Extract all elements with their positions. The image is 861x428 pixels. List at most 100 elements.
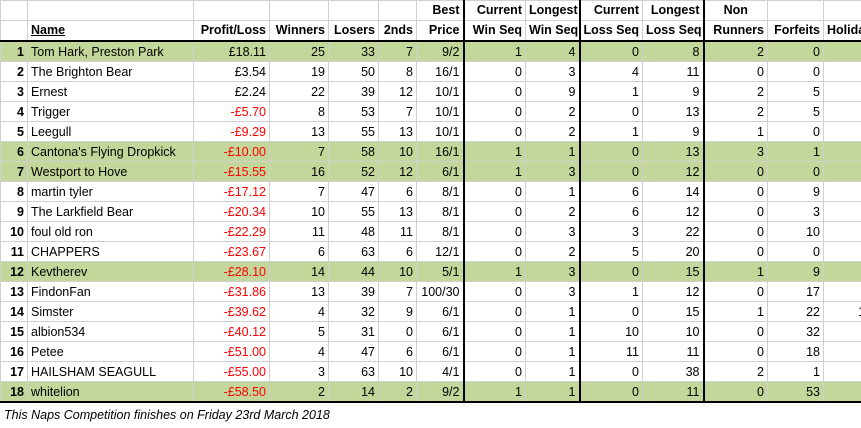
losers-cell[interactable]: 58 — [329, 142, 379, 162]
losers-cell[interactable]: 48 — [329, 222, 379, 242]
name-cell[interactable]: albion534 — [28, 322, 194, 342]
holiday-cell[interactable]: 1 — [824, 202, 861, 222]
longest-loss-seq-cell[interactable]: 22 — [643, 222, 704, 242]
longest-win-seq-cell[interactable]: 2 — [526, 102, 580, 122]
non-runners-cell[interactable]: 0 — [704, 202, 768, 222]
name-cell[interactable]: whitelion — [28, 382, 194, 403]
seconds-cell[interactable]: 13 — [379, 202, 417, 222]
current-win-seq-cell[interactable]: 0 — [464, 242, 526, 262]
name-cell[interactable]: Simster — [28, 302, 194, 322]
holiday-cell[interactable]: 0 — [824, 242, 861, 262]
winners-cell[interactable]: 13 — [270, 282, 329, 302]
seconds-cell[interactable]: 12 — [379, 162, 417, 182]
holiday-cell[interactable]: 6 — [824, 182, 861, 202]
current-loss-seq-cell[interactable]: 0 — [580, 262, 643, 282]
header-forfeits[interactable]: Forfeits — [768, 21, 824, 42]
forfeits-cell[interactable]: 5 — [768, 82, 824, 102]
forfeits-cell[interactable]: 1 — [768, 142, 824, 162]
header-holiday[interactable]: Holiday — [824, 21, 861, 42]
longest-loss-seq-cell[interactable]: 15 — [643, 262, 704, 282]
losers-cell[interactable]: 32 — [329, 302, 379, 322]
non-runners-cell[interactable]: 2 — [704, 82, 768, 102]
seconds-cell[interactable]: 7 — [379, 41, 417, 62]
best-price-cell[interactable]: 8/1 — [417, 182, 464, 202]
best-price-cell[interactable]: 4/1 — [417, 362, 464, 382]
longest-loss-seq-cell[interactable]: 10 — [643, 322, 704, 342]
profit-loss-cell[interactable]: -£23.67 — [194, 242, 270, 262]
holiday-cell[interactable]: 0 — [824, 142, 861, 162]
current-win-seq-cell[interactable]: 1 — [464, 162, 526, 182]
best-price-cell[interactable]: 8/1 — [417, 222, 464, 242]
best-price-cell[interactable]: 9/2 — [417, 41, 464, 62]
holiday-cell[interactable]: 1 — [824, 262, 861, 282]
header-price[interactable]: Price — [417, 21, 464, 42]
current-loss-seq-cell[interactable]: 1 — [580, 122, 643, 142]
longest-win-seq-cell[interactable]: 1 — [526, 322, 580, 342]
header-longest-loss-seq[interactable]: Loss Seq — [643, 21, 704, 42]
best-price-cell[interactable]: 5/1 — [417, 262, 464, 282]
non-runners-cell[interactable]: 0 — [704, 342, 768, 362]
name-cell[interactable]: Petee — [28, 342, 194, 362]
current-loss-seq-cell[interactable]: 1 — [580, 282, 643, 302]
longest-win-seq-cell[interactable]: 1 — [526, 382, 580, 403]
winners-cell[interactable]: 7 — [270, 182, 329, 202]
rank-cell[interactable]: 9 — [1, 202, 28, 222]
current-loss-seq-cell[interactable]: 0 — [580, 41, 643, 62]
forfeits-cell[interactable]: 0 — [768, 122, 824, 142]
seconds-cell[interactable]: 6 — [379, 182, 417, 202]
holiday-cell[interactable]: 10 — [824, 302, 861, 322]
rank-cell[interactable]: 6 — [1, 142, 28, 162]
rank-cell[interactable]: 10 — [1, 222, 28, 242]
forfeits-cell[interactable]: 0 — [768, 62, 824, 82]
non-runners-cell[interactable]: 0 — [704, 62, 768, 82]
longest-loss-seq-cell[interactable]: 11 — [643, 62, 704, 82]
rank-cell[interactable]: 15 — [1, 322, 28, 342]
current-loss-seq-cell[interactable]: 5 — [580, 242, 643, 262]
name-cell[interactable]: Kevtherev — [28, 262, 194, 282]
current-loss-seq-cell[interactable]: 0 — [580, 302, 643, 322]
header-loss-seq[interactable]: Loss Seq — [580, 21, 643, 42]
forfeits-cell[interactable]: 0 — [768, 162, 824, 182]
current-win-seq-cell[interactable]: 0 — [464, 362, 526, 382]
current-loss-seq-cell[interactable]: 0 — [580, 142, 643, 162]
losers-cell[interactable]: 14 — [329, 382, 379, 403]
losers-cell[interactable]: 44 — [329, 262, 379, 282]
profit-loss-cell[interactable]: £18.11 — [194, 41, 270, 62]
holiday-cell[interactable]: 0 — [824, 382, 861, 403]
rank-cell[interactable]: 18 — [1, 382, 28, 403]
best-price-cell[interactable]: 8/1 — [417, 202, 464, 222]
winners-cell[interactable]: 14 — [270, 262, 329, 282]
winners-cell[interactable]: 13 — [270, 122, 329, 142]
longest-loss-seq-cell[interactable]: 12 — [643, 202, 704, 222]
longest-win-seq-cell[interactable]: 3 — [526, 62, 580, 82]
winners-cell[interactable]: 4 — [270, 342, 329, 362]
current-loss-seq-cell[interactable]: 4 — [580, 62, 643, 82]
profit-loss-cell[interactable]: -£28.10 — [194, 262, 270, 282]
forfeits-cell[interactable]: 10 — [768, 222, 824, 242]
rank-cell[interactable]: 5 — [1, 122, 28, 142]
longest-win-seq-cell[interactable]: 1 — [526, 142, 580, 162]
forfeits-cell[interactable]: 32 — [768, 322, 824, 342]
rank-cell[interactable]: 17 — [1, 362, 28, 382]
profit-loss-cell[interactable]: -£40.12 — [194, 322, 270, 342]
best-price-cell[interactable]: 16/1 — [417, 62, 464, 82]
profit-loss-cell[interactable]: -£58.50 — [194, 382, 270, 403]
winners-cell[interactable]: 4 — [270, 302, 329, 322]
seconds-cell[interactable]: 12 — [379, 82, 417, 102]
profit-loss-cell[interactable]: -£5.70 — [194, 102, 270, 122]
longest-win-seq-cell[interactable]: 1 — [526, 302, 580, 322]
holiday-cell[interactable]: 1 — [824, 162, 861, 182]
longest-loss-seq-cell[interactable]: 9 — [643, 122, 704, 142]
profit-loss-cell[interactable]: £2.24 — [194, 82, 270, 102]
seconds-cell[interactable]: 7 — [379, 102, 417, 122]
profit-loss-cell[interactable]: -£20.34 — [194, 202, 270, 222]
longest-loss-seq-cell[interactable]: 11 — [643, 382, 704, 403]
header-runners[interactable]: Runners — [704, 21, 768, 42]
forfeits-cell[interactable]: 0 — [768, 242, 824, 262]
winners-cell[interactable]: 11 — [270, 222, 329, 242]
holiday-cell[interactable]: 0 — [824, 222, 861, 242]
header-longest-win-seq[interactable]: Win Seq — [526, 21, 580, 42]
